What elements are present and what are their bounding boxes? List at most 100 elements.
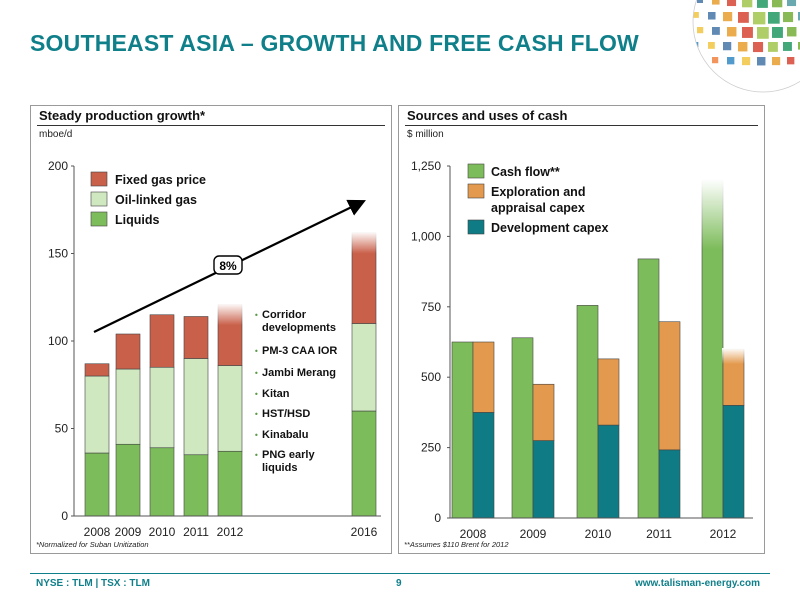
- globe-tile: [727, 0, 737, 7]
- x-tick-label: 2011: [646, 527, 672, 541]
- y-tick-label: 1,000: [411, 229, 441, 243]
- globe-tile: [757, 0, 768, 8]
- globe-tile: [772, 57, 781, 66]
- bar-fixed-gas-price-2009: [115, 333, 141, 370]
- y-tick-label: 50: [55, 422, 69, 436]
- bar-cash-flow-2011: [637, 258, 660, 519]
- project-bullet-icon: •: [254, 390, 259, 399]
- bar-fade-2016: [351, 231, 377, 254]
- globe-tile: [753, 42, 764, 53]
- project-item: PNG early liquids: [262, 449, 315, 474]
- globe-tile: [798, 12, 800, 21]
- project-bullet-icon: •: [254, 431, 259, 440]
- legend-label: Fixed gas price: [115, 173, 206, 187]
- legend-label: Oil-linked gas: [115, 193, 197, 207]
- legend-swatch: [467, 163, 485, 179]
- bar-liquids-2009: [115, 443, 141, 517]
- bar-cash-flow-2010: [576, 305, 599, 519]
- globe-tile: [697, 27, 704, 34]
- bar-oil-linked-gas-2011: [183, 358, 209, 456]
- bar-fade-2012: [722, 348, 745, 365]
- project-item: Kinabalu: [262, 429, 308, 441]
- legend-label: Exploration and appraisal capex: [491, 185, 585, 215]
- bar-oil-linked-gas-2008: [84, 375, 110, 454]
- globe-tile: [768, 12, 780, 24]
- bar-cash-flow-2008: [451, 341, 474, 519]
- y-tick-label: 250: [421, 441, 441, 455]
- growth-badge: [213, 255, 243, 275]
- legend-label: Cash flow**: [491, 165, 560, 179]
- globe-tile: [712, 0, 720, 5]
- x-tick-label: 2012: [217, 525, 244, 539]
- bar-fade-2012: [701, 179, 724, 250]
- globe-tile: [757, 57, 766, 66]
- x-tick-label: 2016: [351, 525, 378, 539]
- bar-development-capex-2012: [722, 405, 745, 519]
- globe-tile: [742, 57, 751, 66]
- bar-development-capex-2009: [532, 440, 555, 519]
- bar-liquids-2010: [149, 447, 175, 517]
- globe-tile: [712, 27, 720, 35]
- production-y-unit: mboe/d: [39, 129, 73, 140]
- globe-tile: [723, 42, 732, 51]
- project-bullet-icon: •: [254, 369, 259, 378]
- y-tick-label: 0: [61, 509, 68, 523]
- y-tick-label: 150: [48, 247, 68, 261]
- y-tick-label: 500: [421, 370, 441, 384]
- globe-tile: [783, 42, 792, 51]
- legend-label: Liquids: [115, 213, 159, 227]
- globe-tile: [787, 57, 795, 65]
- project-bullet-icon: •: [254, 451, 259, 460]
- globe-tile: [757, 27, 769, 39]
- page-title: SOUTHEAST ASIA – GROWTH AND FREE CASH FL…: [30, 30, 639, 56]
- x-tick-label: 2008: [460, 527, 487, 541]
- bar-oil-linked-gas-2012: [217, 365, 243, 452]
- footer-website[interactable]: www.talisman-energy.com: [634, 578, 760, 589]
- footer-ticker: NYSE : TLM | TSX : TLM: [36, 578, 150, 589]
- y-tick-label: 750: [421, 300, 441, 314]
- project-item: Jambi Merang: [262, 367, 336, 379]
- bar-fixed-gas-price-2008: [84, 363, 110, 377]
- project-bullet-icon: •: [254, 347, 259, 356]
- globe-tile: [693, 12, 699, 18]
- x-tick-label: 2009: [115, 525, 142, 539]
- globe-tile: [697, 0, 704, 4]
- y-tick-label: 1,250: [411, 159, 441, 173]
- bar-liquids-2011: [183, 454, 209, 517]
- globe-tile: [738, 12, 749, 23]
- cash-chart-title: Sources and uses of cash: [407, 108, 568, 123]
- globe-tile: [727, 57, 735, 65]
- globe-tile: [798, 42, 800, 50]
- legend-label: Development capex: [491, 221, 608, 235]
- production-footnote: *Normalized for Suban Unitization: [36, 540, 149, 549]
- bar-development-capex-2010: [597, 424, 620, 519]
- project-bullet-icon: •: [254, 410, 259, 419]
- bar-cash-flow-2009: [511, 337, 534, 519]
- legend-swatch: [467, 183, 485, 199]
- globe-tile: [783, 12, 794, 23]
- bar-fixed-gas-price-2011: [183, 316, 209, 359]
- y-tick-label: 0: [434, 511, 441, 525]
- globe-tile: [742, 27, 753, 38]
- project-item: PM-3 CAA IOR: [262, 345, 337, 357]
- footer-divider: [30, 573, 770, 574]
- bar-fade-2012: [217, 303, 243, 326]
- cash-footnote: **Assumes $110 Brent for 2012: [404, 540, 509, 549]
- bar-liquids-2008: [84, 452, 110, 517]
- x-tick-label: 2011: [183, 525, 209, 539]
- bar-liquids-2016: [351, 410, 377, 517]
- globe-tile: [787, 27, 797, 37]
- x-tick-label: 2012: [710, 527, 737, 541]
- cash-y-unit: $ million: [407, 129, 444, 140]
- bar-exploration-capex-2009: [532, 383, 555, 441]
- globe-tile: [738, 42, 748, 52]
- globe-tile: [742, 0, 753, 8]
- project-item: Corridor developments: [262, 309, 336, 334]
- bar-development-capex-2008: [472, 412, 495, 519]
- globe-tile: [708, 42, 715, 49]
- legend-swatch: [467, 219, 485, 235]
- production-chart-panel: Steady production growth* mboe/d 0 50 100 1…: [30, 105, 392, 554]
- globe-tile: [708, 12, 716, 20]
- x-tick-label: 2010: [149, 525, 176, 539]
- bar-exploration-capex-2011: [658, 321, 681, 451]
